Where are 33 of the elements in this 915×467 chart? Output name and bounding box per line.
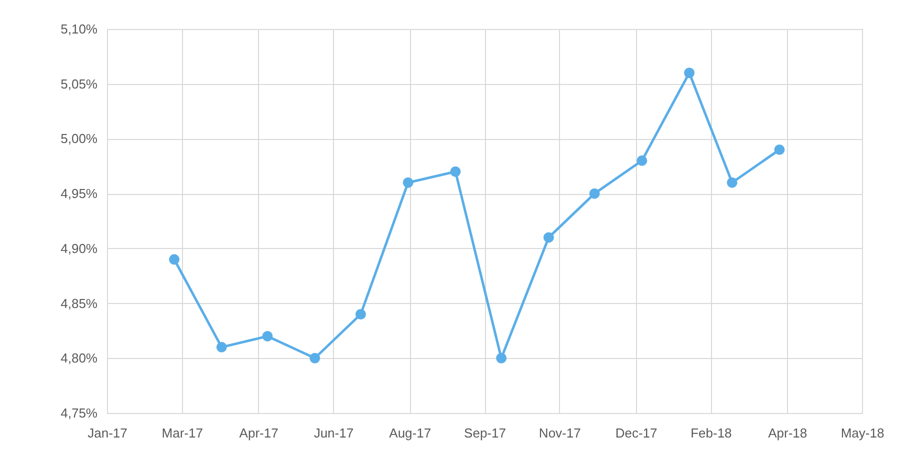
point <box>402 177 414 188</box>
y-tick-label: 4,80% <box>60 350 98 366</box>
point <box>774 144 785 155</box>
y-tick-label: 4,90% <box>60 240 98 256</box>
point <box>589 188 600 199</box>
point <box>262 330 273 342</box>
point <box>169 254 180 265</box>
y-tick-label: 4,75% <box>60 406 98 420</box>
y-tick-label: 4,85% <box>60 296 98 311</box>
x-tick-label: Mar-17 <box>162 426 203 440</box>
y-tick-label: 5,00% <box>60 131 98 146</box>
x-tick-label: Aug-17 <box>389 426 432 440</box>
point <box>496 352 507 364</box>
x-tick-label: Jan-17 <box>88 426 128 440</box>
point <box>543 232 554 243</box>
x-tick-label: May-18 <box>840 426 884 440</box>
point <box>636 155 648 166</box>
y-tick-label: 5,10% <box>60 22 98 36</box>
y-tick-label: 5,05% <box>60 76 98 92</box>
point <box>450 166 461 177</box>
x-tick-label: Apr-17 <box>239 426 278 440</box>
point <box>684 68 695 78</box>
point <box>310 352 320 364</box>
x-tick-label: Dec-17 <box>615 426 658 440</box>
x-tick-label: Sep-17 <box>464 426 506 440</box>
point <box>355 309 366 320</box>
x-tick-label: Apr-18 <box>768 426 808 440</box>
x-tick-label: Nov-17 <box>538 426 581 440</box>
x-tick-label: Jun-17 <box>314 426 354 440</box>
x-tick-label: Feb-18 <box>690 426 732 440</box>
y-tick-label: 4,95% <box>60 186 98 202</box>
point <box>216 342 227 352</box>
point <box>726 177 738 188</box>
